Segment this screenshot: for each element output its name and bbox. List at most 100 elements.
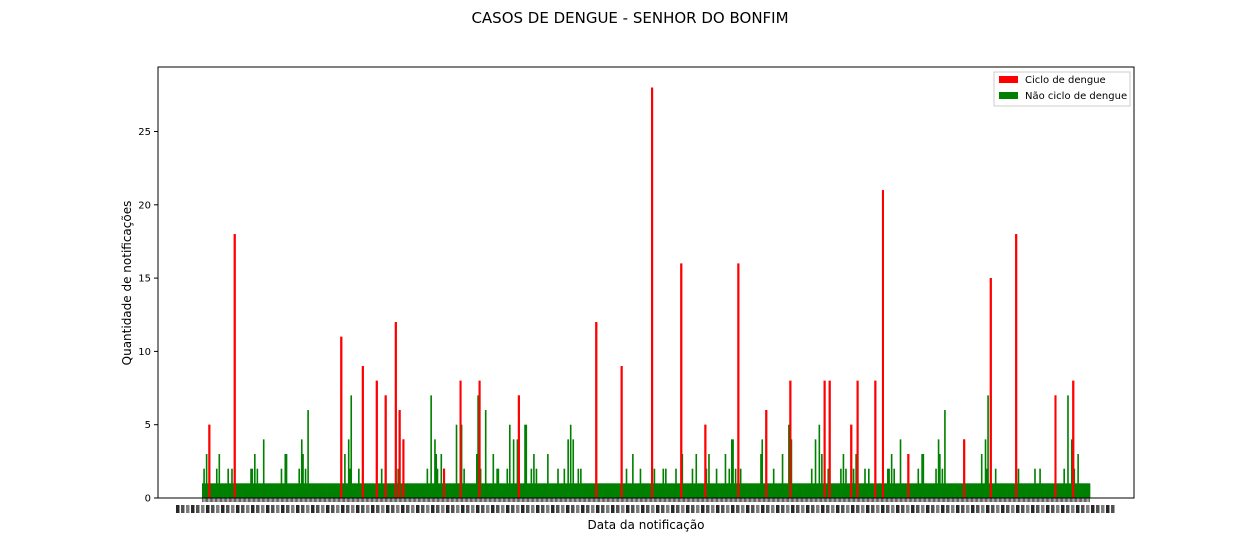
bar-nao-ciclo [715,468,718,498]
bar-nao-ciclo [1012,483,1015,498]
bar-nao-ciclo [657,483,660,498]
bar-nao-ciclo [544,483,547,498]
bar-nao-ciclo [308,483,311,498]
bar-nao-ciclo [936,483,939,498]
bar-nao-ciclo [299,483,302,498]
bar-nao-ciclo [1029,483,1031,498]
bar-nao-ciclo [918,483,921,498]
bar-nao-ciclo [420,483,422,498]
x-tick-label-glyph [996,505,1000,513]
bar-nao-ciclo [365,483,368,498]
bar-nao-ciclo [318,483,321,498]
x-tick-label-glyph [851,505,855,513]
bar-nao-ciclo [808,483,810,498]
x-tick-label-glyph [626,505,630,513]
bar-nao-ciclo [791,483,794,498]
bar-nao-ciclo [758,483,761,498]
bar-nao-ciclo [951,483,954,498]
bar-nao-ciclo [488,483,491,498]
x-tick-label-glyph [536,505,540,513]
x-tick-label-glyph [381,505,385,513]
bar-nao-ciclo [382,483,384,498]
bar-nao-ciclo [616,483,619,498]
bar-nao-ciclo [855,454,857,498]
bar-nao-ciclo [895,483,898,498]
bar-nao-ciclo [746,483,748,498]
bar-nao-ciclo [567,439,569,498]
bar-nao-ciclo [251,468,254,498]
bar-nao-ciclo [638,483,641,498]
bar-nao-ciclo [739,468,742,498]
bar-nao-ciclo [602,483,605,498]
bar-nao-ciclo [713,483,715,498]
bar-nao-ciclo [374,483,377,498]
x-tick-label-glyph [236,505,240,513]
bar-nao-ciclo [1088,483,1091,498]
bar-nao-ciclo [659,483,662,498]
bar-nao-ciclo [215,468,218,498]
bar-nao-ciclo [908,483,911,498]
bar-nao-ciclo [325,483,327,498]
bar-nao-ciclo [871,483,874,498]
bar-ciclo-spike [680,263,683,498]
bar-nao-ciclo [738,483,741,498]
bar-nao-ciclo [1006,483,1008,498]
bar-nao-ciclo [703,483,705,498]
x-tick-label-glyph [276,505,280,513]
bars-layer [202,87,1091,499]
bar-nao-ciclo [529,483,531,498]
bar-nao-ciclo [265,483,268,498]
bar-nao-ciclo [1007,483,1010,498]
bar-nao-ciclo [274,483,276,498]
bar-nao-ciclo [969,483,972,498]
bar-nao-ciclo [278,483,280,498]
bar-nao-ciclo [571,483,573,498]
bar-nao-ciclo [727,483,729,498]
x-tick-label-glyph [436,505,440,513]
bar-nao-ciclo [965,483,968,498]
bar-nao-ciclo [1016,483,1019,498]
y-tick-label: 0 [145,494,151,505]
bar-nao-ciclo [552,483,554,498]
x-tick-label-glyph [546,505,550,513]
bar-nao-ciclo [687,483,690,498]
bar-nao-ciclo [250,468,252,498]
bar-nao-ciclo [269,483,271,498]
bar-ciclo-spike [394,322,397,498]
bar-nao-ciclo [925,483,927,498]
bar-nao-ciclo [859,483,861,498]
bar-nao-ciclo [354,483,356,498]
x-tick-label-glyph [561,505,565,513]
bar-nao-ciclo [312,483,314,498]
x-tick-label-glyph [566,505,570,513]
x-tick-label-glyph [376,505,380,513]
bar-nao-ciclo [894,483,897,498]
bar-nao-ciclo [833,483,836,498]
bar-nao-ciclo [463,468,465,498]
x-tick-label-glyph [476,505,480,513]
x-tick-label-glyph [511,505,515,513]
x-tick-label-glyph [576,505,580,513]
x-tick-label-glyph [196,505,200,513]
bar-nao-ciclo [760,454,762,498]
bar-nao-ciclo [290,483,293,498]
bar-nao-ciclo [349,468,351,498]
bar-nao-ciclo [477,395,479,498]
bar-nao-ciclo [286,483,289,498]
bar-nao-ciclo [1021,483,1024,498]
bar-nao-ciclo [363,483,365,498]
bar-nao-ciclo [469,483,472,498]
x-tick-label-glyph [636,505,640,513]
bar-nao-ciclo [838,483,841,498]
bar-nao-ciclo [991,483,993,498]
bar-nao-ciclo [705,468,708,498]
x-tick-label-glyph [296,505,300,513]
bar-nao-ciclo [599,483,601,498]
bar-nao-ciclo [897,483,899,498]
bar-nao-ciclo [364,483,366,498]
bar-nao-ciclo [576,483,578,498]
bar-nao-ciclo [1035,483,1038,498]
bar-nao-ciclo [800,483,803,498]
bar-nao-ciclo [777,483,780,498]
